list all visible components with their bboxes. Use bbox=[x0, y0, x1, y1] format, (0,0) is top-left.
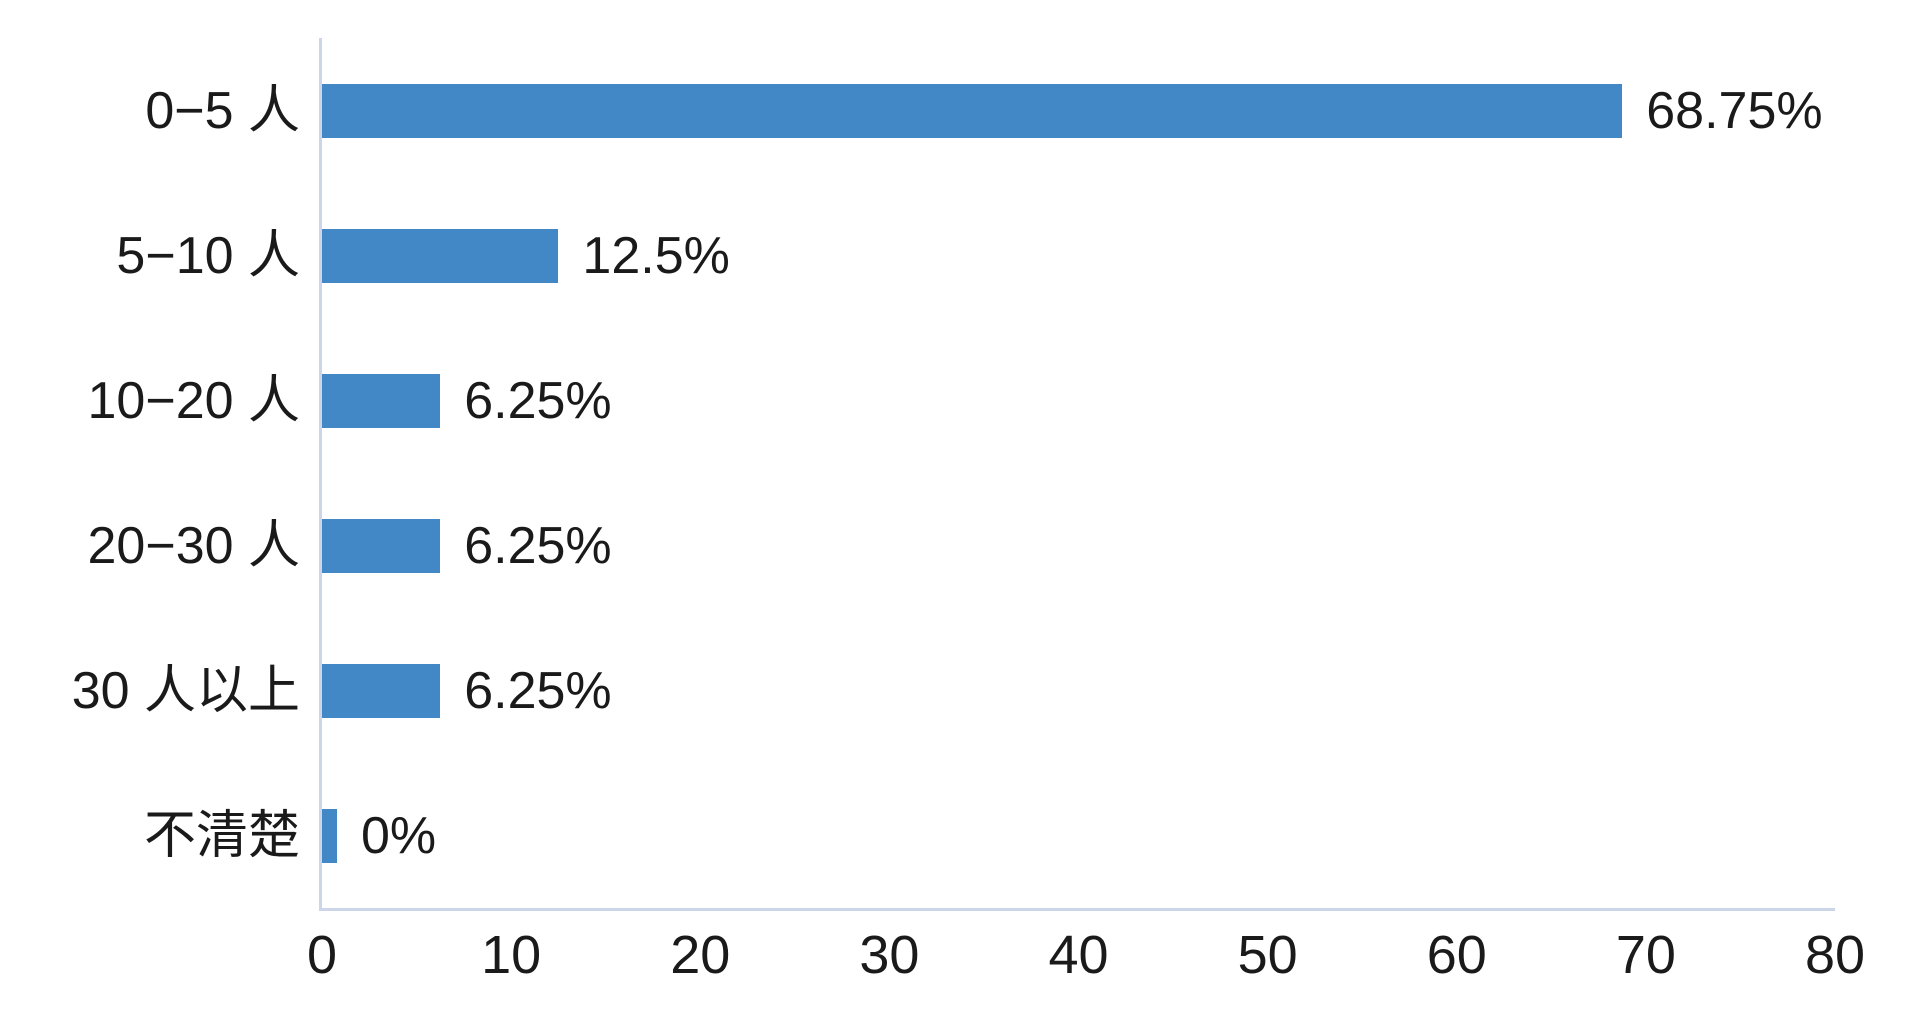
bar-row: 不清楚 0% bbox=[144, 763, 1835, 908]
bar-row: 20−30 人 6.25% bbox=[88, 473, 1835, 618]
x-tick-label: 80 bbox=[1804, 925, 1866, 985]
bar bbox=[322, 518, 441, 573]
bar bbox=[322, 83, 1623, 138]
value-label: 68.75% bbox=[1646, 81, 1823, 140]
bar-row: 30 人以上 6.25% bbox=[72, 618, 1835, 763]
bar-row: 0−5 人 68.75% bbox=[145, 38, 1835, 183]
plot-area: 0−5 人 68.75% 5−10 人 12.5% 10−20 人 6.25% 20−30 … bbox=[72, 38, 1835, 911]
x-axis-line bbox=[319, 908, 1835, 911]
value-label: 6.25% bbox=[464, 516, 612, 575]
value-label: 12.5% bbox=[582, 226, 730, 285]
x-tick-label: 50 bbox=[1237, 925, 1298, 985]
category-label: 0−5 人 bbox=[145, 81, 300, 140]
bar bbox=[322, 228, 559, 283]
value-label: 6.25% bbox=[464, 371, 612, 430]
x-tick-label: 0 bbox=[306, 925, 338, 985]
bar-row: 10−20 人 6.25% bbox=[88, 328, 1835, 473]
x-tick-label: 40 bbox=[1048, 925, 1109, 985]
category-label: 30 人以上 bbox=[71, 661, 300, 720]
x-tick-label: 20 bbox=[670, 925, 731, 985]
value-label: 0% bbox=[361, 806, 437, 865]
category-label: 不清楚 bbox=[143, 806, 300, 865]
x-tick-label: 60 bbox=[1426, 925, 1487, 985]
bar-row: 5−10 人 12.5% bbox=[116, 183, 1835, 328]
value-label: 6.25% bbox=[464, 661, 612, 720]
bar bbox=[322, 808, 337, 863]
category-label: 5−10 人 bbox=[116, 226, 300, 285]
x-tick-label: 10 bbox=[481, 925, 542, 985]
y-axis-line bbox=[319, 38, 322, 908]
x-axis-ticks: 0 10 20 30 40 50 60 70 80 bbox=[307, 925, 1865, 998]
x-tick-label: 70 bbox=[1615, 925, 1676, 985]
bar bbox=[322, 373, 441, 428]
category-label: 20−30 人 bbox=[87, 516, 301, 575]
x-tick-label: 30 bbox=[859, 925, 920, 985]
bar bbox=[322, 663, 441, 718]
category-label: 10−20 人 bbox=[87, 371, 301, 430]
